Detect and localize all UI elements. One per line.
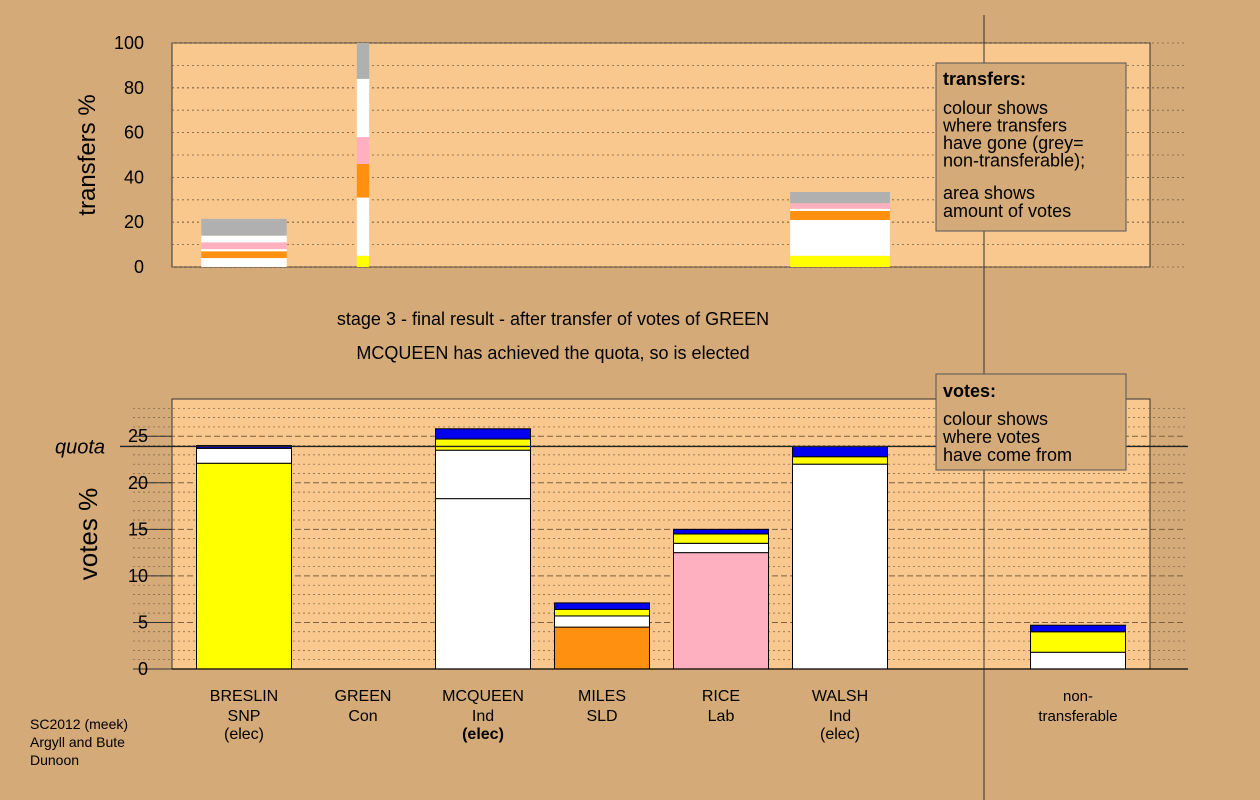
candidate-party: Ind [472, 708, 494, 725]
vote-segment-snp [1030, 631, 1126, 653]
transfer-segment-snp [356, 255, 370, 267]
transfer-segment-nontransferable [356, 43, 370, 79]
candidate-party: transferable [1038, 708, 1117, 725]
vote-segment-ind [673, 542, 769, 554]
transfers-tick-label: 60 [124, 123, 144, 143]
votes-tick-label: 0 [138, 659, 148, 679]
vote-segment-snp [554, 608, 650, 617]
vote-bar-miles [554, 602, 650, 670]
vote-segment-con [435, 428, 531, 440]
candidate-name: WALSH [812, 688, 868, 705]
transfer-segment-lab [790, 203, 890, 209]
candidate-status: (elec) [224, 726, 264, 743]
votes-tick-label: 20 [128, 473, 148, 493]
vote-segment-con [554, 602, 650, 610]
candidate-name: BRESLIN [210, 688, 278, 705]
vote-segment-snp [673, 533, 769, 544]
votes-tick-label: 10 [128, 566, 148, 586]
transfer-segment-snp [790, 255, 890, 267]
votes-tick-label: 5 [138, 612, 148, 632]
candidate-party: Lab [708, 708, 735, 725]
candidate-status: (elec) [820, 726, 860, 743]
stage-subtitle: MCQUEEN has achieved the quota, so is el… [356, 343, 749, 363]
votes-note-line: colour shows [943, 409, 1048, 429]
transfers-tick-label: 100 [114, 33, 144, 53]
transfer-segment-lab [201, 242, 287, 250]
candidate-name: RICE [702, 688, 740, 705]
footer-line: Dunoon [30, 752, 79, 768]
transfers-tick-label: 0 [134, 257, 144, 277]
vote-segment-snp [196, 462, 292, 670]
vote-segment-con [792, 445, 888, 458]
transfers-note-line: non-transferable); [943, 151, 1085, 171]
transfer-bar-green [356, 43, 370, 267]
transfers-note-line: area shows [943, 183, 1035, 203]
quota-label: quota [55, 436, 105, 458]
vote-bar-breslin [196, 445, 292, 670]
transfers-note-box [935, 62, 1127, 232]
transfers-note-line: have gone (grey= [943, 133, 1084, 153]
vote-segment-lab [673, 552, 769, 670]
transfers-tick-label: 40 [124, 167, 144, 187]
vote-segment-ind [435, 498, 531, 670]
votes-tick-label: 15 [128, 519, 148, 539]
vote-bar-rice [673, 528, 769, 670]
transfer-segment-lab [356, 137, 370, 164]
candidate-party: SNP [228, 708, 261, 725]
transfer-segment-ind [790, 208, 890, 211]
transfer-bar-walsh [790, 191, 890, 267]
candidate-party: Con [348, 708, 377, 725]
transfer-bar-breslin [201, 218, 287, 267]
transfer-segment-nontransferable [790, 191, 890, 204]
candidate-name: MILES [578, 688, 626, 705]
transfers-note-line: colour shows [943, 98, 1048, 118]
transfer-segment-nontransferable [201, 218, 287, 236]
votes-axis-label: votes % [73, 488, 103, 581]
votes-tick-label: 25 [128, 426, 148, 446]
transfer-segment-sld [356, 163, 370, 198]
candidate-party: Ind [829, 708, 851, 725]
vote-segment-ind [196, 447, 292, 464]
transfer-segment-ind [201, 235, 287, 243]
candidate-name: MCQUEEN [442, 688, 524, 705]
vote-segment-ind [792, 463, 888, 670]
candidate-name: GREEN [335, 688, 392, 705]
vote-segment-sld [554, 626, 650, 670]
transfer-segment-sld [790, 211, 890, 220]
vote-segment-con [673, 528, 769, 535]
vote-segment-ind [554, 615, 650, 628]
transfers-tick-label: 80 [124, 78, 144, 98]
transfer-segment-ind [790, 219, 890, 256]
vote-segment-ind [1030, 651, 1126, 670]
votes-note-box [935, 373, 1127, 471]
footer-line: Argyll and Bute [30, 734, 125, 750]
transfers-note-line: amount of votes [943, 201, 1071, 221]
vote-segment-ind [435, 449, 531, 500]
transfer-segment-ind [356, 197, 370, 256]
transfer-segment-ind [201, 258, 287, 267]
candidate-status: (elec) [462, 726, 504, 743]
vote-segment-snp [435, 438, 531, 451]
votes-note-line: have come from [943, 445, 1072, 465]
stage-title: stage 3 - final result - after transfer … [337, 309, 769, 329]
transfers-axis-label: transfers % [74, 94, 101, 215]
candidate-name: non- [1063, 688, 1093, 705]
footer-line: SC2012 (meek) [30, 716, 128, 732]
transfers-note-heading: transfers: [943, 69, 1026, 89]
transfer-segment-ind [201, 249, 287, 252]
transfers-note-line: where transfers [942, 116, 1067, 136]
vote-bar-walsh [792, 445, 888, 670]
transfers-tick-label: 20 [124, 212, 144, 232]
transfer-segment-ind [356, 78, 370, 138]
vote-bar-mcqueen [435, 428, 531, 670]
votes-note-line: where votes [942, 427, 1040, 447]
vote-segment-snp [792, 456, 888, 465]
vote-bar-nontransferable [1030, 624, 1126, 670]
candidate-party: SLD [586, 708, 617, 725]
transfer-segment-sld [201, 251, 287, 259]
vote-segment-con [1030, 624, 1126, 633]
votes-note-heading: votes: [943, 381, 996, 401]
